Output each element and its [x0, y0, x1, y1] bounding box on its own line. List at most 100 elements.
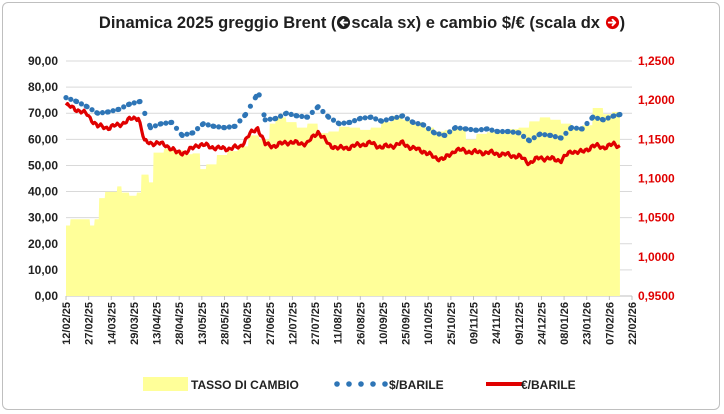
usd-barile-point [617, 111, 623, 118]
usd-barile-point [226, 124, 232, 130]
left-tick-label: 40,00 [28, 185, 58, 199]
x-tick-label: 23/01/26 [582, 302, 594, 345]
usd-barile-point [283, 110, 289, 116]
x-tick-label: 09/11/25 [469, 302, 481, 344]
legend-label-usd-barile: $/BARILE [389, 378, 444, 392]
usd-barile-point [74, 98, 80, 105]
usd-barile-point [78, 101, 84, 107]
usd-barile-point [163, 120, 169, 126]
x-tick-label: 26/08/25 [355, 302, 367, 345]
usd-barile-point [542, 132, 548, 138]
usd-barile-point [278, 113, 284, 119]
usd-barile-point [573, 125, 580, 131]
usd-barile-point [584, 120, 590, 127]
usd-barile-point [394, 114, 400, 120]
x-tick-label: 29/03/25 [129, 302, 141, 345]
usd-barile-point [600, 117, 606, 123]
usd-barile-point [442, 132, 448, 138]
left-axis-ticks: 0,00 10,00 20,00 30,00 40,00 50,00 60,00 70,00 8… [28, 54, 58, 303]
usd-barile-point [262, 117, 268, 123]
title-text-after: ) [619, 14, 626, 32]
legend-label-eur-barile: €/BARILE [521, 378, 576, 392]
usd-barile-point [431, 130, 437, 136]
usd-barile-point [205, 122, 211, 128]
usd-barile-point [110, 108, 116, 114]
usd-barile-point [273, 115, 279, 121]
x-axis-ticks: 12/02/25 27/02/25 14/03/25 29/03/25 13/04/25… [61, 296, 639, 345]
legend-swatch-usd-barile [382, 381, 388, 387]
area-fill [66, 108, 620, 296]
usd-barile-point [590, 114, 596, 120]
x-tick-label: 08/01/26 [559, 302, 571, 345]
usd-barile-point [221, 125, 228, 131]
usd-barile-point [326, 114, 332, 120]
x-tick-label: 14/03/25 [106, 302, 118, 345]
right-axis-ticks: 0,9500 1,0000 1,0500 1,1000 1,1500 1,2000 1,25… [638, 54, 675, 303]
usd-barile-point [463, 126, 469, 132]
usd-barile-point [261, 112, 267, 118]
legend-label-tasso-di-cambio: TASSO DI CAMBIO [191, 378, 299, 392]
usd-barile-point [569, 125, 575, 131]
x-tick-label: 25/09/25 [401, 302, 413, 345]
usd-barile-point [173, 125, 180, 131]
usd-barile-point [116, 106, 122, 112]
left-tick-label: 90,00 [28, 54, 58, 68]
usd-barile-point [505, 128, 511, 135]
legend-swatch-tasso-di-cambio [143, 377, 188, 391]
left-tick-label: 80,00 [28, 80, 58, 94]
usd-barile-point [421, 122, 427, 128]
usd-barile-point [404, 116, 410, 122]
right-tick-label: 1,2000 [638, 93, 675, 107]
usd-barile-point [179, 132, 185, 138]
right-tick-label: 1,2500 [638, 54, 675, 68]
left-tick-label: 50,00 [28, 158, 58, 172]
usd-barile-point [152, 123, 158, 129]
right-tick-label: 0,9500 [638, 289, 675, 303]
usd-barile-point [95, 110, 101, 116]
usd-barile-point [169, 119, 175, 125]
left-tick-label: 0,00 [35, 289, 59, 303]
usd-barile-point [605, 115, 611, 121]
usd-barile-point [526, 138, 533, 144]
legend: TASSO DI CAMBIO $/BARILE €/BARILE [143, 377, 576, 392]
left-tick-label: 30,00 [28, 211, 58, 225]
usd-barile-point [288, 111, 294, 117]
usd-barile-point [126, 101, 132, 107]
x-tick-label: 12/02/25 [61, 302, 73, 345]
usd-barile-point [105, 109, 111, 115]
usd-barile-point [457, 125, 463, 131]
usd-barile-point [184, 131, 190, 137]
legend-swatch-usd-barile [334, 381, 340, 387]
legend-swatch-usd-barile [370, 381, 376, 387]
usd-barile-point [68, 96, 74, 102]
x-tick-label: 13/04/25 [152, 302, 164, 345]
usd-barile-point [99, 110, 106, 116]
usd-barile-point [368, 114, 374, 120]
usd-barile-point [158, 121, 164, 127]
usd-barile-point [495, 128, 501, 135]
usd-barile-point [389, 115, 395, 121]
usd-barile-point [595, 115, 601, 121]
title-text-before: Dinamica 2025 greggio Brent ( [98, 14, 337, 32]
usd-barile-point [147, 125, 154, 131]
legend-swatch-usd-barile [346, 381, 352, 387]
usd-barile-point [447, 129, 453, 135]
usd-barile-point [232, 123, 238, 129]
left-tick-label: 20,00 [28, 237, 58, 251]
usd-barile-point [362, 115, 368, 121]
eur-barile-line [64, 102, 621, 167]
right-tick-label: 1,0500 [638, 211, 675, 225]
usd-barile-point [579, 126, 585, 132]
x-tick-label: 27/06/25 [265, 302, 277, 345]
usd-barile-point [200, 121, 206, 127]
usd-barile-point [247, 103, 253, 109]
x-tick-label: 12/07/25 [287, 302, 299, 345]
usd-barile-point [211, 123, 217, 129]
x-tick-label: 28/05/25 [219, 302, 231, 345]
usd-barile-point [336, 121, 342, 127]
usd-barile-point [521, 133, 527, 139]
usd-barile-point [267, 116, 273, 122]
left-tick-label: 10,00 [28, 263, 58, 277]
line-series-eur-barile [64, 102, 621, 167]
usd-barile-point [299, 113, 305, 119]
